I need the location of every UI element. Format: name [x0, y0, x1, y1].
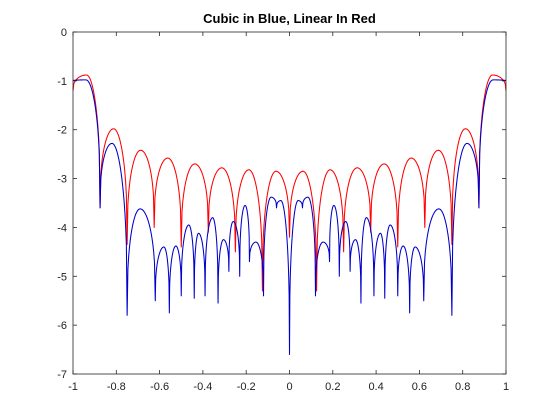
x-tick-label: -0.6: [150, 381, 169, 393]
y-tick-label: -7: [57, 369, 67, 381]
series-layer: [72, 74, 507, 355]
y-tick-label: -3: [57, 174, 67, 186]
y-tick-label: -6: [57, 320, 67, 332]
series-line-cubic: [72, 79, 507, 355]
y-tick-label: -5: [57, 271, 67, 283]
chart-title: Cubic in Blue, Linear In Red: [203, 11, 376, 26]
y-axis: 0 -1 -2 -3 -4 -5 -6 -7: [57, 27, 506, 381]
x-tick-label: -0.4: [193, 381, 212, 393]
x-tick-label: -0.8: [107, 381, 126, 393]
y-tick-label: -4: [57, 222, 67, 234]
series-line-linear: [72, 74, 507, 292]
x-tick-label: -1: [68, 381, 78, 393]
x-axis: -1 -0.8 -0.6 -0.4 -0.2 0 0.2 0.4 0.6 0.8 1: [68, 32, 509, 393]
y-tick-label: 0: [61, 27, 67, 39]
x-tick-label: -0.2: [237, 381, 256, 393]
x-tick-label: 1: [503, 381, 509, 393]
x-tick-label: 0.8: [455, 381, 470, 393]
x-tick-label: 0.2: [325, 381, 340, 393]
x-tick-label: 0.6: [412, 381, 427, 393]
x-tick-label: 0: [286, 381, 292, 393]
y-tick-label: -2: [57, 125, 67, 137]
y-tick-label: -1: [57, 76, 67, 88]
x-tick-label: 0.4: [368, 381, 383, 393]
